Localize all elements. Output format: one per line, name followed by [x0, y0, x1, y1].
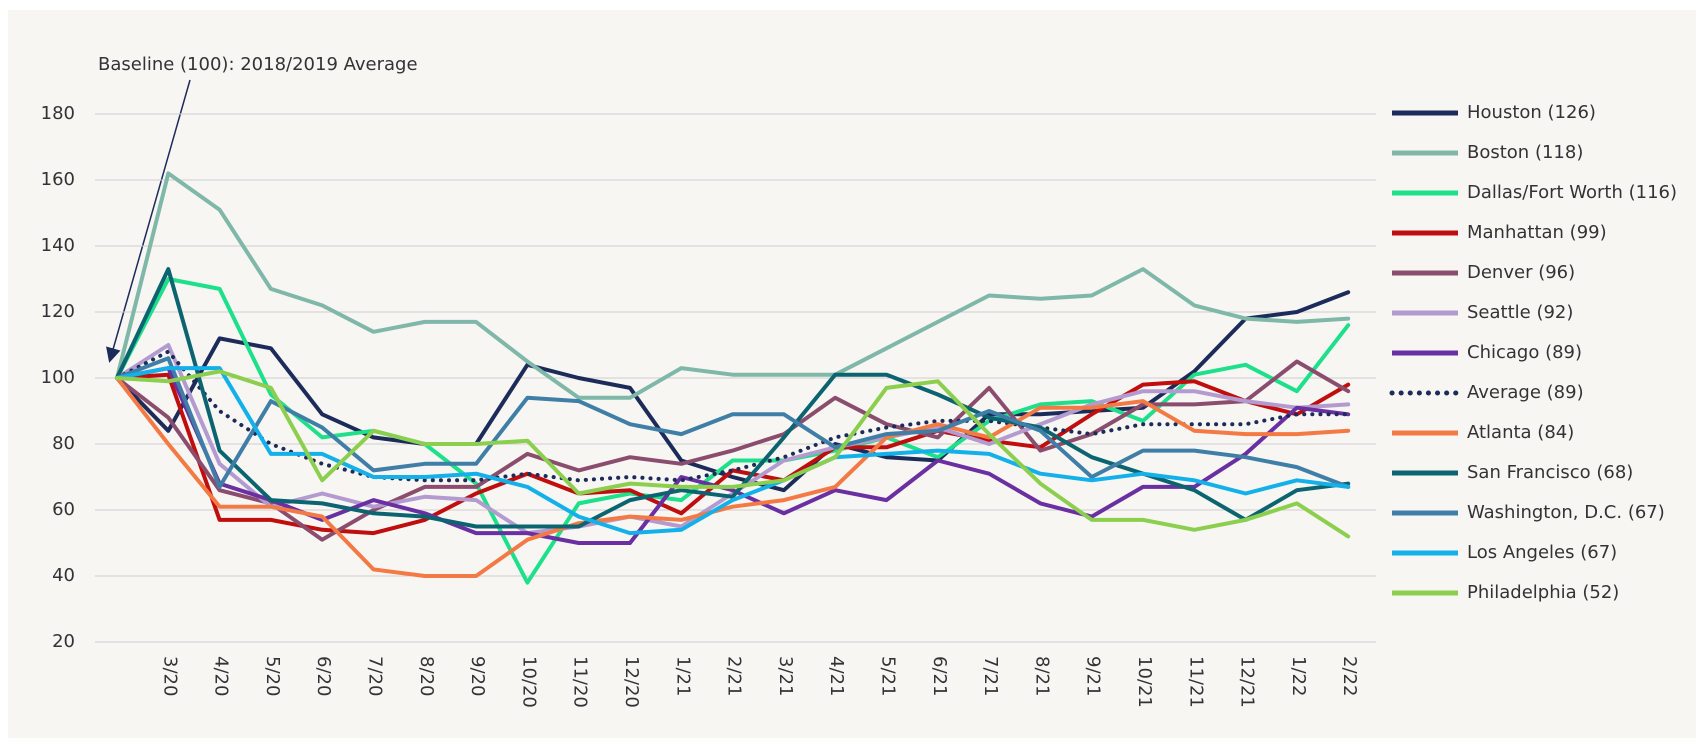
x-tick-label: 3/20	[159, 656, 180, 696]
x-tick-label: 1/21	[672, 656, 693, 696]
y-tick-label: 40	[52, 565, 75, 586]
legend-label: Seattle (92)	[1467, 302, 1573, 323]
legend-label: Chicago (89)	[1467, 342, 1582, 363]
y-tick-label: 180	[41, 103, 75, 124]
x-tick-label: 8/21	[1031, 656, 1052, 696]
series-line	[115, 369, 1351, 539]
x-tick-label: 11/20	[570, 656, 591, 708]
x-tick-label: 6/21	[929, 656, 950, 696]
series-line	[115, 349, 1351, 483]
series-line	[115, 372, 1351, 536]
x-tick-label: 7/20	[365, 656, 386, 696]
x-tick-label: 1/22	[1288, 656, 1309, 696]
x-tick-label: 2/22	[1339, 656, 1360, 696]
y-tick-label: 80	[52, 433, 75, 454]
legend-label: San Francisco (68)	[1467, 462, 1633, 483]
x-tick-label: 12/21	[1237, 656, 1258, 708]
x-tick-label: 5/20	[262, 656, 283, 696]
x-tick-label: 10/20	[518, 656, 539, 708]
series-line	[115, 277, 1351, 585]
x-tick-label: 10/21	[1134, 656, 1155, 708]
y-tick-label: 20	[52, 631, 75, 652]
y-tick-label: 160	[41, 169, 75, 190]
x-tick-label: 9/21	[1083, 656, 1104, 696]
series-line	[115, 356, 1351, 489]
annotation: Baseline (100): 2018/2019 Average	[98, 54, 418, 75]
legend-label: Philadelphia (52)	[1467, 582, 1619, 603]
legend-label: Boston (118)	[1467, 142, 1583, 163]
y-tick-label: 140	[41, 235, 75, 256]
series-line	[115, 343, 1351, 536]
x-tick-label: 4/20	[211, 656, 232, 696]
series-line	[115, 366, 1351, 545]
x-tick-label: 3/21	[775, 656, 796, 696]
x-tick-label: 4/21	[826, 656, 847, 696]
series-line	[115, 171, 1351, 400]
series-line	[115, 366, 1351, 536]
legend-label: Dallas/Fort Worth (116)	[1467, 182, 1677, 203]
annotation-arrow	[106, 79, 191, 363]
legend-label: Average (89)	[1467, 382, 1584, 403]
x-tick-label: 6/20	[313, 656, 334, 696]
series-line	[115, 290, 1351, 493]
x-tick-label: 5/21	[878, 656, 899, 696]
legend-label: Los Angeles (67)	[1467, 542, 1617, 563]
x-tick-label: 8/20	[416, 656, 437, 696]
legend-label: Houston (126)	[1467, 102, 1596, 123]
x-tick-label: 11/21	[1185, 656, 1206, 708]
legend-label: Washington, D.C. (67)	[1467, 502, 1665, 523]
x-tick-label: 9/20	[467, 656, 488, 696]
y-tick-label: 100	[41, 367, 75, 388]
legend-label: Manhattan (99)	[1467, 222, 1607, 243]
x-tick-label: 12/20	[621, 656, 642, 708]
y-tick-label: 120	[41, 301, 75, 322]
x-tick-label: 7/21	[980, 656, 1001, 696]
legend-label: Denver (96)	[1467, 262, 1575, 283]
legend-label: Atlanta (84)	[1467, 422, 1574, 443]
y-tick-label: 60	[52, 499, 75, 520]
series-line	[115, 376, 1351, 578]
series-line	[115, 359, 1351, 542]
x-tick-label: 2/21	[724, 656, 745, 696]
